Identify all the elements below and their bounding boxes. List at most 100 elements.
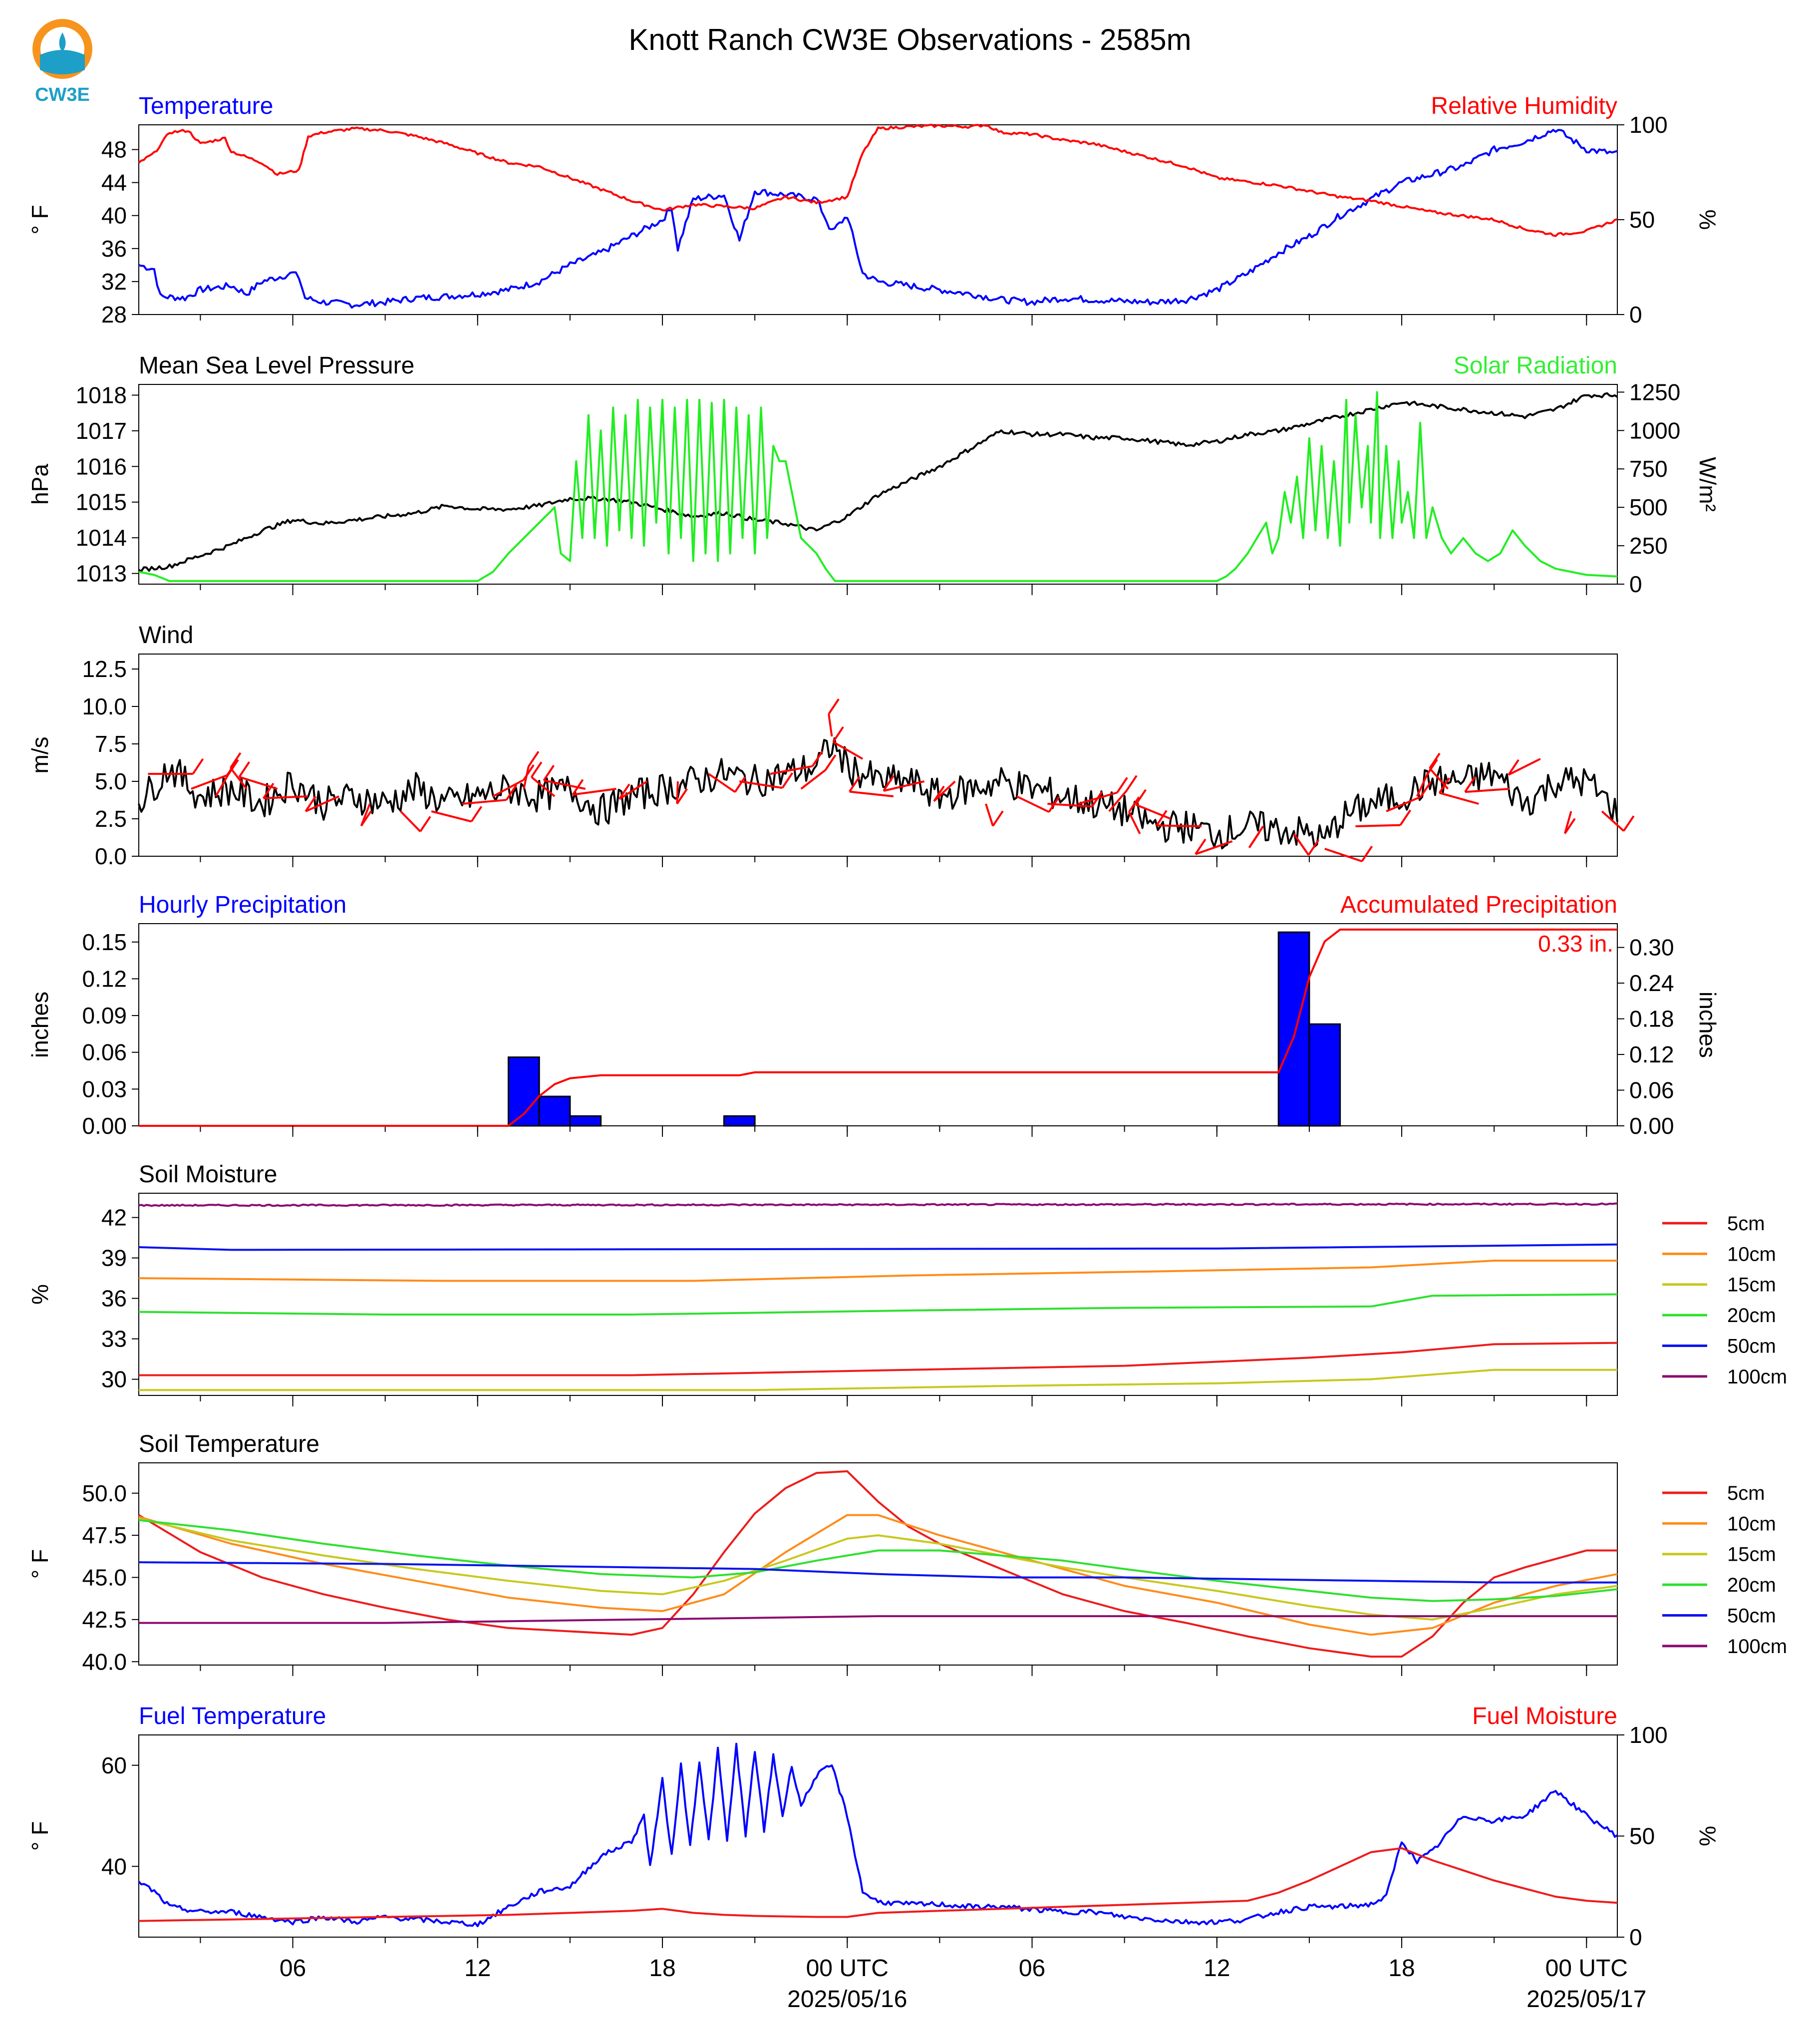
wind-barb: [883, 780, 925, 792]
y-tick-label: 40: [101, 1853, 127, 1879]
x-date-label: 2025/05/16: [787, 1986, 907, 2013]
wind-barb-flag: [304, 796, 316, 812]
y2-tick-label: 1250: [1629, 379, 1680, 405]
wind-barb-flag: [1438, 777, 1451, 794]
y-tick-label: 0.0: [95, 843, 127, 869]
y2-tick-label: 0.24: [1629, 970, 1674, 996]
x-tick-label: 06: [280, 1955, 306, 1982]
legend-label: 50cm: [1727, 1605, 1776, 1627]
panel-title: Wind: [139, 622, 193, 649]
accumulated-precip-line: [139, 928, 1617, 1127]
y-tick-label: 1015: [76, 489, 127, 515]
wind-barb: [1563, 811, 1572, 834]
wind-barb: [800, 769, 826, 790]
y-tick-label: 12.5: [82, 656, 127, 682]
wind-barb-flag: [543, 765, 555, 781]
y2-tick-label: 0: [1629, 571, 1642, 597]
wind-barb: [1135, 803, 1171, 820]
y-tick-label: 45.0: [82, 1565, 127, 1591]
wind-barb-flag: [883, 775, 895, 792]
wind-barb: [828, 713, 833, 737]
wind-barb: [708, 773, 736, 793]
precip-bar: [569, 1115, 602, 1127]
wind-barb: [1355, 824, 1401, 827]
y-tick-label: 30: [101, 1366, 127, 1392]
legend-label: 15cm: [1727, 1274, 1776, 1296]
y2-tick-label: 100: [1629, 1722, 1668, 1748]
x-tick-label: 00 UTC: [806, 1955, 889, 1982]
wind-barb-flag: [676, 788, 688, 805]
precip-bar: [723, 1115, 756, 1127]
logo-drop: [59, 32, 66, 52]
wind-barb-flag: [230, 752, 242, 769]
x-tick-label: 18: [649, 1955, 675, 1982]
legend-label: 5cm: [1727, 1213, 1765, 1235]
y-tick-label: 33: [101, 1326, 127, 1352]
y-tick-label: 0.03: [82, 1076, 127, 1102]
y-tick-label: 10.0: [82, 693, 127, 719]
y2-tick-label: 0.00: [1629, 1113, 1674, 1139]
y-tick-label: 39: [101, 1245, 127, 1271]
y-tick-label: 0.12: [82, 966, 127, 992]
panel-title: Hourly Precipitation: [139, 892, 346, 918]
accumulated-total-label: 0.33 in.: [1538, 931, 1613, 957]
y-tick-label: 48: [101, 137, 127, 163]
panel-frame: [138, 654, 1618, 857]
y2-tick-label: 50: [1629, 1823, 1655, 1849]
wind-barb-flag: [1429, 752, 1441, 769]
y2-tick-label: 0.06: [1629, 1077, 1674, 1103]
wind-barb: [739, 780, 783, 789]
wind-barb: [531, 776, 556, 797]
y-tick-label: 0.15: [82, 929, 127, 955]
y-tick-label: 5.0: [95, 768, 127, 794]
panel-right-title: Relative Humidity: [1431, 93, 1617, 119]
page-title: Knott Ranch CW3E Observations - 2585m: [628, 23, 1191, 56]
series-line-100cm: [138, 1202, 1618, 1207]
y2-tick-label: 250: [1629, 533, 1668, 559]
series-line-50cm: [138, 1561, 1617, 1584]
wind-barb: [1601, 810, 1625, 832]
series-line-right: [138, 123, 1618, 237]
wind-barb-flag: [1195, 838, 1207, 855]
wind-barb-flag: [360, 810, 372, 827]
legend-label: 100cm: [1727, 1366, 1787, 1388]
y-axis-label: hPa: [27, 464, 53, 505]
x-tick-label: 12: [1204, 1955, 1230, 1982]
legend-label: 10cm: [1727, 1513, 1776, 1535]
y2-tick-label: 1000: [1629, 417, 1680, 443]
wind-barb: [849, 790, 894, 797]
y-tick-label: 40: [101, 203, 127, 229]
y2-tick-label: 0.12: [1629, 1041, 1674, 1067]
wind-barb: [833, 741, 864, 760]
wind-barb-flag: [1399, 809, 1412, 826]
wind-barb: [770, 765, 813, 775]
wind-barb-flag: [419, 816, 431, 832]
y-tick-label: 40.0: [82, 1649, 127, 1675]
wind-barb-flag: [505, 784, 518, 801]
y-tick-label: 32: [101, 269, 127, 295]
y-axis-label: inches: [27, 992, 53, 1058]
wind-barb: [1439, 792, 1479, 805]
y-axis-label: ° F: [27, 1821, 53, 1851]
y-tick-label: 7.5: [95, 731, 127, 757]
wind-barb: [1465, 788, 1510, 793]
wind-barb: [1047, 803, 1092, 808]
wind-barb-flag: [192, 758, 204, 775]
wind-barb-flag: [1508, 759, 1519, 775]
y-tick-label: 1018: [76, 382, 127, 408]
wind-barb: [1324, 848, 1363, 863]
x-tick-label: 18: [1388, 1955, 1415, 1982]
y-tick-label: 47.5: [82, 1522, 127, 1548]
wind-barb: [933, 780, 956, 802]
wind-barb: [985, 803, 994, 827]
wind-barb: [1293, 833, 1310, 856]
y-tick-label: 42: [101, 1205, 127, 1231]
y2-tick-label: 500: [1629, 494, 1668, 520]
wind-barb: [1386, 796, 1421, 812]
y-tick-label: 1016: [76, 453, 127, 479]
wind-barb-flag: [1307, 839, 1320, 856]
wind-barb-flag: [227, 759, 239, 775]
wind-barb: [400, 810, 421, 832]
y-tick-label: 0.06: [82, 1039, 127, 1065]
